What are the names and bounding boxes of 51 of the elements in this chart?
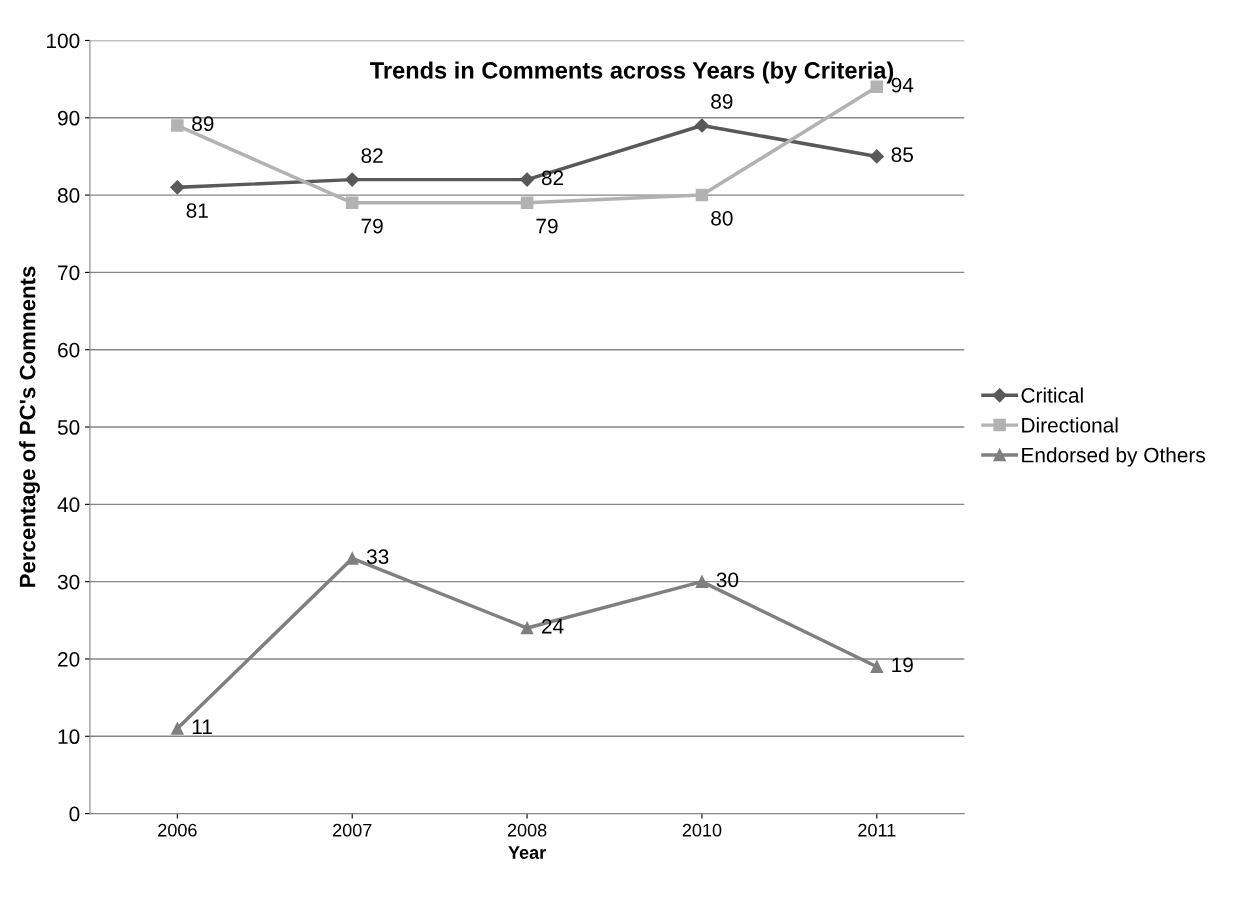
x-tick-label: 2008 xyxy=(507,823,547,837)
data-label: 33 xyxy=(366,549,389,565)
point xyxy=(869,149,884,164)
point xyxy=(695,575,709,588)
y-tick-label: 50 xyxy=(57,420,80,435)
y-tick-label: 70 xyxy=(58,265,80,281)
data-label: 94 xyxy=(891,77,914,93)
x-tick-label: 2011 xyxy=(858,823,896,837)
data-label: 89 xyxy=(711,94,733,109)
x-axis-title: Year xyxy=(508,846,546,859)
point xyxy=(171,722,184,735)
point xyxy=(695,188,709,202)
y-tick-label: 90 xyxy=(58,110,80,126)
data-label: 79 xyxy=(361,218,383,234)
point xyxy=(520,621,534,635)
data-label: 89 xyxy=(192,116,214,132)
point xyxy=(171,119,184,132)
y-tick-label: 80 xyxy=(57,188,80,203)
data-label: 82 xyxy=(361,148,383,163)
data-label: 79 xyxy=(536,218,558,234)
point xyxy=(870,660,884,673)
y-tick-label: 10 xyxy=(58,729,80,745)
legend-label: Endorsed by Others xyxy=(1022,447,1206,467)
data-label: 80 xyxy=(711,210,733,226)
y-tick-label: 40 xyxy=(57,497,80,513)
y-tick-label: 0 xyxy=(69,806,80,822)
y-tick-label: 30 xyxy=(57,574,80,590)
data-label: 11 xyxy=(192,719,212,734)
point xyxy=(520,196,534,210)
data-label: 19 xyxy=(892,657,913,673)
point xyxy=(345,552,359,565)
point xyxy=(345,196,359,210)
legend-label: Critical xyxy=(1021,387,1083,403)
y-tick-label: 100 xyxy=(47,33,80,49)
y-tick-label: 20 xyxy=(58,651,80,667)
point xyxy=(170,180,185,195)
point xyxy=(519,172,535,187)
x-tick-label: 2006 xyxy=(158,823,197,837)
x-tick-label: 2010 xyxy=(682,823,722,837)
point xyxy=(345,172,360,187)
data-label: 24 xyxy=(542,618,564,634)
data-label: 30 xyxy=(716,572,739,588)
data-label: 81 xyxy=(186,203,208,218)
y-axis-title: Percentage of PC's Comments xyxy=(19,266,40,587)
text: Trends in Comments across Years (by Criteria) xyxy=(370,61,894,84)
data-label: 85 xyxy=(891,147,913,163)
legend-label: Directional xyxy=(1022,417,1118,433)
y-tick-label: 60 xyxy=(58,342,80,358)
data-label: 82 xyxy=(541,170,564,186)
point xyxy=(694,118,710,133)
x-tick-label: 2007 xyxy=(333,823,372,837)
